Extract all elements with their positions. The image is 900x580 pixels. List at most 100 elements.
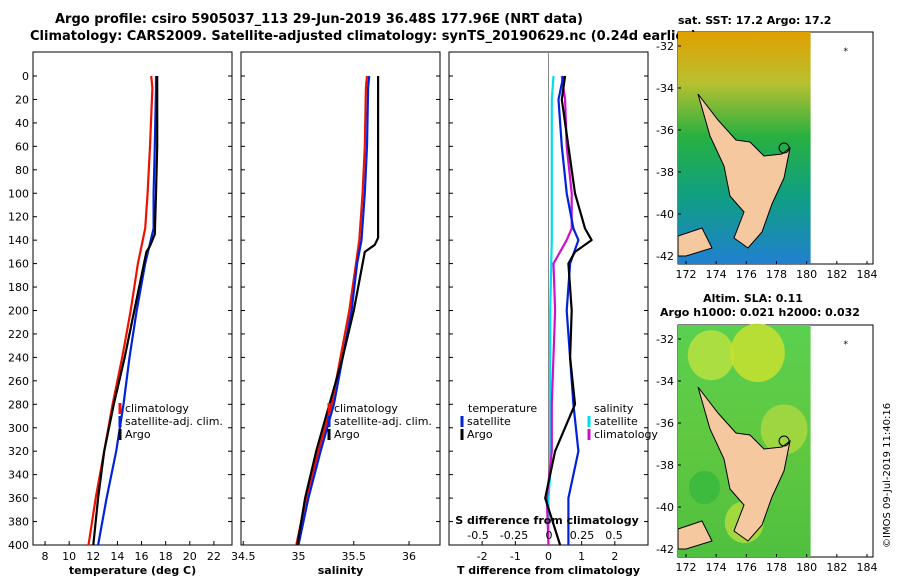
sst-map-argo-marker-icon (778, 142, 790, 154)
y-tick-label: 240 (8, 351, 29, 364)
sla-map-lat-label: -38 (656, 459, 674, 472)
sst-map-lon-label: 176 (736, 268, 757, 281)
sla-map-lon-label: 182 (826, 561, 847, 574)
temp-legend-label: satellite-adj. clim. (125, 415, 223, 428)
x-tick-label: 0 (545, 550, 552, 563)
sal-legend-label: satellite-adj. clim. (334, 415, 432, 428)
y-tick-label: 340 (8, 469, 29, 482)
sst-map-lon-label: 184 (857, 268, 878, 281)
panel-frame-salinity (240, 51, 441, 546)
x-tick-label-secondary: -0.25 (500, 529, 528, 542)
y-tick-label: 380 (8, 516, 29, 529)
sla-map-small-marker: * (843, 340, 848, 350)
x-tick-label: 2 (611, 550, 618, 563)
temp-argo-line (92, 76, 159, 546)
y-tick-label: 60 (15, 140, 29, 153)
sla-map-lat-label: -32 (656, 333, 674, 346)
sla-map-anomaly-blob (730, 323, 785, 383)
sla-map-group (677, 323, 874, 558)
x-axis-label: T difference from climatology (457, 564, 640, 577)
y-tick-label: 400 (8, 539, 29, 552)
sla-map-land-south (677, 520, 713, 550)
sst-map-lon-label: 180 (796, 268, 817, 281)
y-tick-label: 300 (8, 422, 29, 435)
sst-map-lon-label: 172 (676, 268, 697, 281)
x-tick-label: -1 (510, 550, 521, 563)
diff-legend-s-label: climatology (594, 428, 658, 441)
diff-s-satellite-line (547, 75, 555, 545)
sla-map-lon-label: 176 (736, 561, 757, 574)
x-tick-label: 18 (159, 550, 173, 563)
x-tick-label: 34.5 (231, 550, 256, 563)
sla-map-lat-label: -36 (656, 417, 674, 430)
y-tick-label: 180 (8, 281, 29, 294)
sst-map-lat-label: -36 (656, 124, 674, 137)
temp-legend-label: Argo (125, 428, 151, 441)
sst-map-small-marker: * (843, 47, 848, 57)
sst-map-lon-label: 174 (706, 268, 727, 281)
x-axis-label: salinity (318, 564, 364, 577)
diff-legend-t-label: Argo (467, 428, 493, 441)
x-axis-label: temperature (deg C) (69, 564, 196, 577)
y-tick-label: 100 (8, 187, 29, 200)
sal-argo-line (296, 76, 380, 546)
sst-map-land (697, 93, 791, 249)
header-line1: Argo profile: csiro 5905037_113 29-Jun-2… (55, 12, 583, 27)
diff-t-argo-line (544, 75, 593, 546)
x-axis-label-secondary: S difference from climatology (455, 514, 639, 527)
y-tick-label: 220 (8, 328, 29, 341)
sla-map-lon-label: 174 (706, 561, 727, 574)
imos-timestamp: ©IMOS 09-Jul-2019 11:40:16 (882, 402, 893, 548)
sla-map-lon-label: 180 (796, 561, 817, 574)
sst-map-lat-label: -42 (656, 250, 674, 263)
y-tick-label: 160 (8, 258, 29, 271)
x-tick-label-secondary: 0.25 (570, 529, 595, 542)
x-tick-label: 36 (402, 550, 416, 563)
sst-map-lon-label: 182 (826, 268, 847, 281)
sla-map-title-1: Altim. SLA: 0.11 (703, 292, 803, 305)
sla-map-anomaly-blob (760, 404, 808, 455)
x-tick-label: 16 (135, 550, 149, 563)
x-tick-label: 1 (578, 550, 585, 563)
sst-map-lon-label: 178 (766, 268, 787, 281)
panel-frame-temperature (32, 51, 233, 546)
header-line2: Climatology: CARS2009. Satellite-adjuste… (30, 29, 697, 44)
x-tick-label: 35.5 (342, 550, 367, 563)
diff-legend-s-label: satellite (594, 415, 638, 428)
sla-map-lon-label: 178 (766, 561, 787, 574)
x-tick-label-secondary: -0.5 (467, 529, 488, 542)
diff-legend-s-title: salinity (594, 402, 634, 415)
sst-map-lat-label: -38 (656, 166, 674, 179)
sla-map-lon-label: 184 (857, 561, 878, 574)
sal-climatology-line (295, 75, 369, 546)
sst-map-lat-label: -34 (656, 82, 674, 95)
sal-legend-label: climatology (334, 402, 398, 415)
sal-legend-label: Argo (334, 428, 360, 441)
y-tick-label: 360 (8, 492, 29, 505)
y-tick-label: 260 (8, 375, 29, 388)
sst-map-land-south (677, 227, 713, 257)
sal-satellite-line (297, 75, 371, 546)
x-tick-label: 12 (86, 550, 100, 563)
y-tick-label: 80 (15, 164, 29, 177)
x-tick-label-secondary: 0.5 (605, 529, 623, 542)
y-tick-label: 200 (8, 305, 29, 318)
x-tick-label: 14 (110, 550, 124, 563)
x-tick-label: 8 (42, 550, 49, 563)
sla-map-title-2: Argo h1000: 0.021 h2000: 0.032 (660, 306, 860, 319)
sla-map-lon-label: 172 (676, 561, 697, 574)
sla-map-lat-label: -40 (656, 501, 674, 514)
sla-map-lat-label: -34 (656, 375, 674, 388)
sla-map-argo-marker-icon (778, 435, 790, 447)
sst-map-title: sat. SST: 17.2 Argo: 17.2 (678, 14, 832, 27)
sla-map-lat-label: -42 (656, 543, 674, 556)
sla-map-anomaly-blob (687, 330, 735, 381)
temp-legend-label: climatology (125, 402, 189, 415)
sst-map-lat-label: -40 (656, 208, 674, 221)
y-tick-label: 280 (8, 398, 29, 411)
sst-map-lat-label: -32 (656, 40, 674, 53)
y-tick-label: 120 (8, 211, 29, 224)
x-tick-label: 10 (62, 550, 76, 563)
